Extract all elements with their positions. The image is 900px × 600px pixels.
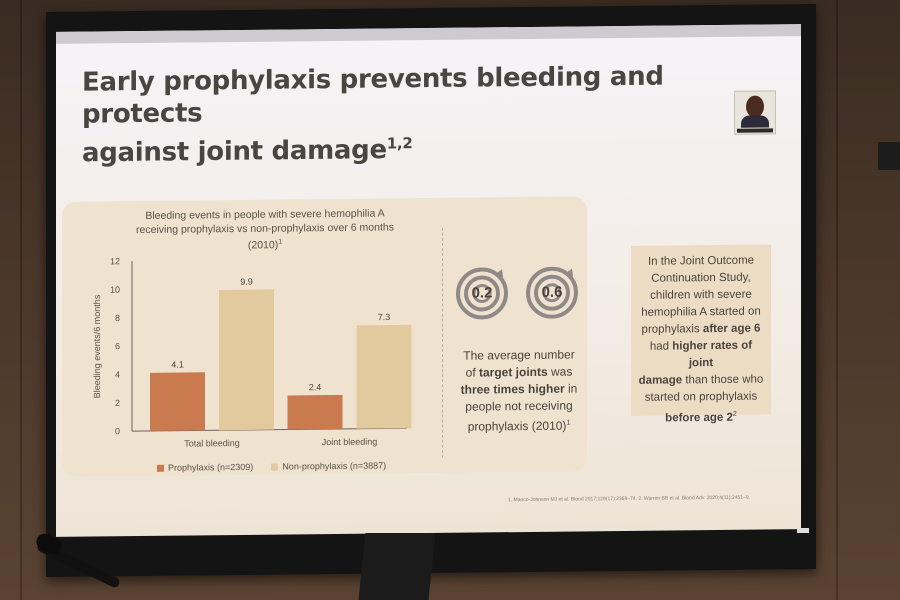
bar-non-prophylaxis xyxy=(356,324,412,429)
legend-item-prophylaxis: Prophylaxis (n=2309) xyxy=(157,462,253,473)
legend-label-prophylaxis: Prophylaxis (n=2309) xyxy=(168,461,254,473)
projection-screen: Early prophylaxis prevents bleeding and … xyxy=(46,3,816,578)
jocs-bold: higher rates of joint xyxy=(672,339,753,370)
target-text-bold: target joints xyxy=(478,364,548,380)
target-text-line: prophylaxis (2010) xyxy=(467,418,567,434)
presenter-name-bar xyxy=(737,128,773,133)
slide-title: Early prophylaxis prevents bleeding and … xyxy=(82,60,722,169)
bar-data-label: 9.9 xyxy=(240,277,253,287)
target-value-non-prophylaxis: 0.6 xyxy=(541,283,563,301)
jocs-line: In the Joint Outcome xyxy=(647,254,755,268)
presenter-head xyxy=(746,95,764,118)
y-tick-label: 0 xyxy=(115,426,120,436)
bar-prophylaxis xyxy=(150,372,205,431)
jocs-line: started on prophylaxis xyxy=(644,390,758,404)
chart-title-line2: receiving prophylaxis vs non-prophylaxis… xyxy=(136,221,394,237)
legend-item-non-prophylaxis: Non-prophylaxis (n=3887) xyxy=(271,460,387,472)
slide-top-strip xyxy=(56,24,801,44)
y-tick-label: 2 xyxy=(115,398,120,408)
x-category-label: Joint bleeding xyxy=(322,437,378,448)
bar-data-label: 2.4 xyxy=(309,382,322,392)
presenter-video-thumbnail xyxy=(734,90,776,135)
jocs-sup: 2 xyxy=(732,410,737,418)
y-tick-label: 6 xyxy=(115,341,120,351)
jocs-line: prophylaxis xyxy=(641,323,703,336)
target-text-sup: 1 xyxy=(566,419,571,427)
legend-swatch-non-prophylaxis xyxy=(271,463,279,471)
target-icon xyxy=(456,267,508,320)
jocs-callout-box: In the Joint Outcome Continuation Study,… xyxy=(631,244,771,424)
chart-legend: Prophylaxis (n=2309) Non-prophylaxis (n=… xyxy=(157,460,387,473)
bar-non-prophylaxis xyxy=(219,289,274,431)
jocs-line: than those who xyxy=(682,373,764,387)
target-text-bold: three times higher xyxy=(460,381,565,397)
legend-swatch-prophylaxis xyxy=(157,464,164,472)
y-tick-label: 10 xyxy=(110,285,120,295)
y-axis-label: Bleeding events/6 months xyxy=(92,294,102,398)
wall-panel-line xyxy=(836,0,838,600)
bar-data-label: 7.3 xyxy=(378,312,391,322)
slide-title-line1: Early prophylaxis prevents bleeding and … xyxy=(82,61,664,130)
target-icon xyxy=(526,266,578,319)
dashed-divider xyxy=(442,227,443,458)
bar-prophylaxis xyxy=(287,394,343,430)
target-value-prophylaxis: 0.2 xyxy=(471,284,493,302)
presentation-slide: Early prophylaxis prevents bleeding and … xyxy=(56,24,801,537)
chart-title-line1: Bleeding events in people with severe he… xyxy=(145,207,385,222)
target-text-line: people not receiving xyxy=(465,398,573,414)
bar-data-label: 4.1 xyxy=(171,360,184,370)
bar-chart: 0 2 4 6 8 10 12 Bleeding events/6 months 4.1 9.9 T… xyxy=(92,256,412,449)
jocs-line: hemophilia A started on xyxy=(641,305,761,319)
slide-title-sup: 1,2 xyxy=(386,134,413,153)
y-tick-label: 8 xyxy=(115,313,120,323)
target-text-line: The average number xyxy=(463,347,575,363)
target-joints-text: The average number of target joints was … xyxy=(449,346,589,435)
jocs-line: had xyxy=(649,340,673,353)
y-tick-label: 4 xyxy=(115,370,120,380)
legend-label-non-prophylaxis: Non-prophylaxis (n=3887) xyxy=(282,460,387,472)
y-tick-label: 12 xyxy=(110,256,120,266)
chart-panel: Bleeding events in people with severe he… xyxy=(62,196,587,477)
jocs-bold: before age 2 xyxy=(665,411,733,425)
slide-references: 1. Manco-Johnson MJ et al. Blood 2017;12… xyxy=(508,494,751,504)
jocs-line: children with severe xyxy=(650,288,752,302)
podium-monitor xyxy=(358,533,436,600)
target-text-part: was xyxy=(547,364,573,379)
jocs-bold: damage xyxy=(638,374,683,387)
target-text-part: of xyxy=(465,365,479,380)
target-text-part: in xyxy=(564,381,578,396)
screen-label-tag xyxy=(797,528,809,533)
jocs-bold: after age 6 xyxy=(702,322,761,336)
jocs-line: Continuation Study, xyxy=(651,271,751,285)
presenter-body xyxy=(741,115,769,128)
wall-panel-line xyxy=(20,0,22,600)
slide-title-line2: against joint damage xyxy=(82,135,387,169)
wall-sensor xyxy=(878,142,900,170)
x-category-label: Total bleeding xyxy=(184,438,240,449)
